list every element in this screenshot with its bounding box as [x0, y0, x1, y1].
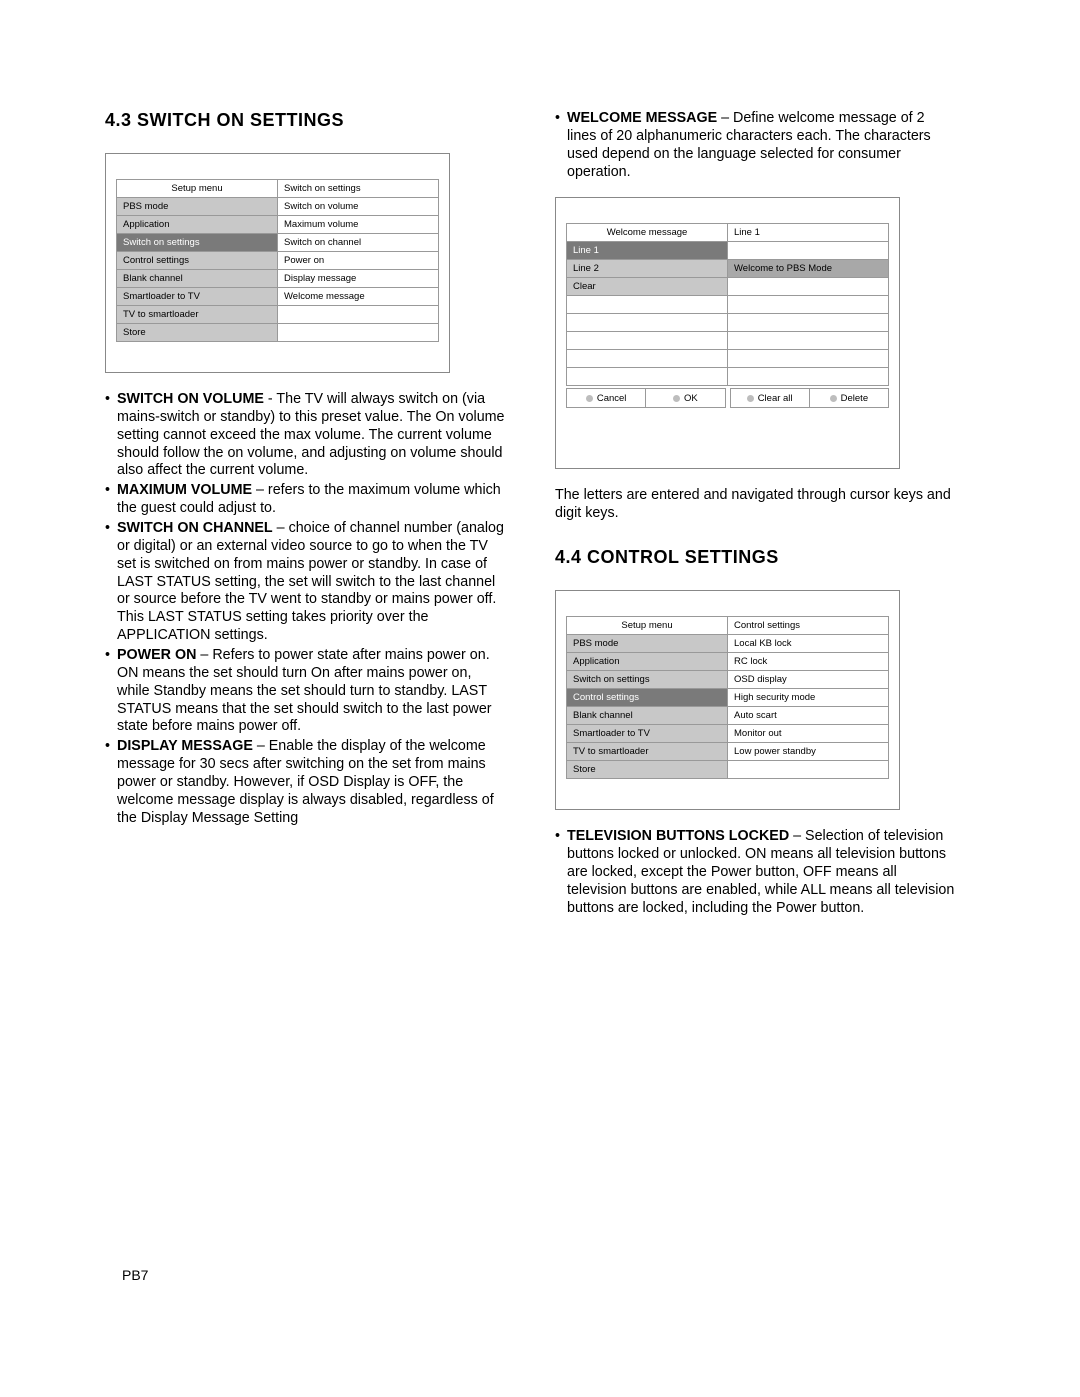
menu-item-left[interactable]: TV to smartloader: [117, 306, 278, 324]
menu-item-right[interactable]: [278, 306, 439, 324]
menu-item-left: [567, 296, 728, 314]
bullet-term: POWER ON: [117, 647, 196, 663]
menu-item-right[interactable]: [728, 242, 889, 260]
section-4-4-bullets: TELEVISION BUTTONS LOCKED – Selection of…: [555, 828, 955, 917]
bullet-sep: –: [717, 110, 733, 126]
control-settings-menu: Setup menu Control settings PBS modeLoca…: [555, 590, 900, 810]
bullet-item: POWER ON – Refers to power state after m…: [105, 647, 505, 736]
menu-item-right: [728, 368, 889, 386]
menu-item-right[interactable]: [278, 324, 439, 342]
menu-item-right[interactable]: High security mode: [728, 689, 889, 707]
page-footer: PB7: [122, 1267, 148, 1283]
menu-item-right: [728, 332, 889, 350]
bullet-item: SWITCH ON VOLUME - The TV will always sw…: [105, 391, 505, 480]
clear-all-button[interactable]: Clear all: [731, 389, 810, 407]
bullet-term: SWITCH ON VOLUME: [117, 391, 264, 407]
delete-button[interactable]: Delete: [810, 389, 888, 407]
switch-on-settings-menu: Setup menu Switch on settings PBS modeSw…: [105, 153, 450, 373]
menu-item-left[interactable]: Line 1: [567, 242, 728, 260]
menu-item-right[interactable]: RC lock: [728, 653, 889, 671]
menu-item-left[interactable]: TV to smartloader: [567, 743, 728, 761]
menu-item-left[interactable]: Switch on settings: [567, 671, 728, 689]
menu-item-right: [728, 296, 889, 314]
two-column-layout: 4.3 SWITCH ON SETTINGS Setup menu Switch…: [105, 110, 975, 919]
menu-item-left[interactable]: Control settings: [567, 689, 728, 707]
menu-item-left[interactable]: PBS mode: [567, 635, 728, 653]
menu-item-right: [728, 314, 889, 332]
menu-item-left[interactable]: Blank channel: [117, 270, 278, 288]
menu-item-left[interactable]: PBS mode: [117, 198, 278, 216]
ok-button[interactable]: OK: [646, 389, 724, 407]
dot-icon: [747, 395, 754, 402]
menu-header-left: Setup menu: [567, 617, 728, 635]
welcome-message-bullet: WELCOME MESSAGE – Define welcome message…: [555, 110, 955, 181]
dot-icon: [830, 395, 837, 402]
menu-item-left[interactable]: Store: [117, 324, 278, 342]
menu-item-left: [567, 350, 728, 368]
welcome-message-table: Welcome message Line 1 Line 1Line 2Welco…: [566, 223, 889, 386]
bullet-term: TELEVISION BUTTONS LOCKED: [567, 828, 789, 844]
menu-item-right[interactable]: Low power standby: [728, 743, 889, 761]
menu-item-right[interactable]: Welcome to PBS Mode: [728, 260, 889, 278]
menu-header-right: Line 1: [728, 224, 889, 242]
menu-item-left[interactable]: Switch on settings: [117, 234, 278, 252]
bullet-item: TELEVISION BUTTONS LOCKED – Selection of…: [555, 828, 955, 917]
dot-icon: [586, 395, 593, 402]
bullet-term: WELCOME MESSAGE: [567, 110, 717, 126]
menu-item-left[interactable]: Line 2: [567, 260, 728, 278]
menu-item-right[interactable]: Local KB lock: [728, 635, 889, 653]
bullet-term: DISPLAY MESSAGE: [117, 738, 253, 754]
menu-item-right: [728, 350, 889, 368]
left-column: 4.3 SWITCH ON SETTINGS Setup menu Switch…: [105, 110, 505, 919]
menu-item-right[interactable]: OSD display: [728, 671, 889, 689]
welcome-menu-button-row: Cancel OK Clear all Delete: [566, 388, 889, 408]
right-column: WELCOME MESSAGE – Define welcome message…: [555, 110, 955, 919]
menu-item-left[interactable]: Application: [117, 216, 278, 234]
menu-item-left[interactable]: Blank channel: [567, 707, 728, 725]
bullet-item: DISPLAY MESSAGE – Enable the display of …: [105, 738, 505, 827]
menu-item-left[interactable]: Smartloader to TV: [117, 288, 278, 306]
menu-item-right[interactable]: [728, 278, 889, 296]
bullet-item: SWITCH ON CHANNEL – choice of channel nu…: [105, 520, 505, 645]
section-4-3-bullets: SWITCH ON VOLUME - The TV will always sw…: [105, 391, 505, 828]
menu-item-right[interactable]: Power on: [278, 252, 439, 270]
menu-header-left: Setup menu: [117, 180, 278, 198]
menu-header-right: Switch on settings: [278, 180, 439, 198]
menu-item-left[interactable]: Application: [567, 653, 728, 671]
menu-item-left[interactable]: Store: [567, 761, 728, 779]
bullet-text: – choice of channel number (analog or di…: [117, 520, 504, 643]
welcome-message-menu: Welcome message Line 1 Line 1Line 2Welco…: [555, 197, 900, 469]
menu-item-right[interactable]: Display message: [278, 270, 439, 288]
menu-item-right[interactable]: Maximum volume: [278, 216, 439, 234]
menu-item-left[interactable]: Control settings: [117, 252, 278, 270]
section-4-4-heading: 4.4 CONTROL SETTINGS: [555, 547, 955, 568]
welcome-note: The letters are entered and navigated th…: [555, 487, 955, 523]
menu-item-left[interactable]: Smartloader to TV: [567, 725, 728, 743]
menu-item-right[interactable]: Welcome message: [278, 288, 439, 306]
menu-item-left: [567, 368, 728, 386]
bullet-item: WELCOME MESSAGE – Define welcome message…: [555, 110, 955, 181]
cancel-button[interactable]: Cancel: [567, 389, 646, 407]
switch-on-settings-table: Setup menu Switch on settings PBS modeSw…: [116, 179, 439, 342]
menu-item-left: [567, 314, 728, 332]
menu-item-left[interactable]: Clear: [567, 278, 728, 296]
dot-icon: [673, 395, 680, 402]
bullet-term: SWITCH ON CHANNEL: [117, 520, 273, 536]
menu-header-right: Control settings: [728, 617, 889, 635]
page: 4.3 SWITCH ON SETTINGS Setup menu Switch…: [0, 0, 1080, 969]
menu-item-right[interactable]: Monitor out: [728, 725, 889, 743]
menu-item-right[interactable]: [728, 761, 889, 779]
control-settings-table: Setup menu Control settings PBS modeLoca…: [566, 616, 889, 779]
bullet-term: MAXIMUM VOLUME: [117, 482, 252, 498]
bullet-item: MAXIMUM VOLUME – refers to the maximum v…: [105, 482, 505, 518]
menu-item-right[interactable]: Auto scart: [728, 707, 889, 725]
menu-header-left: Welcome message: [567, 224, 728, 242]
menu-item-left: [567, 332, 728, 350]
menu-item-right[interactable]: Switch on channel: [278, 234, 439, 252]
menu-item-right[interactable]: Switch on volume: [278, 198, 439, 216]
section-4-3-heading: 4.3 SWITCH ON SETTINGS: [105, 110, 505, 131]
